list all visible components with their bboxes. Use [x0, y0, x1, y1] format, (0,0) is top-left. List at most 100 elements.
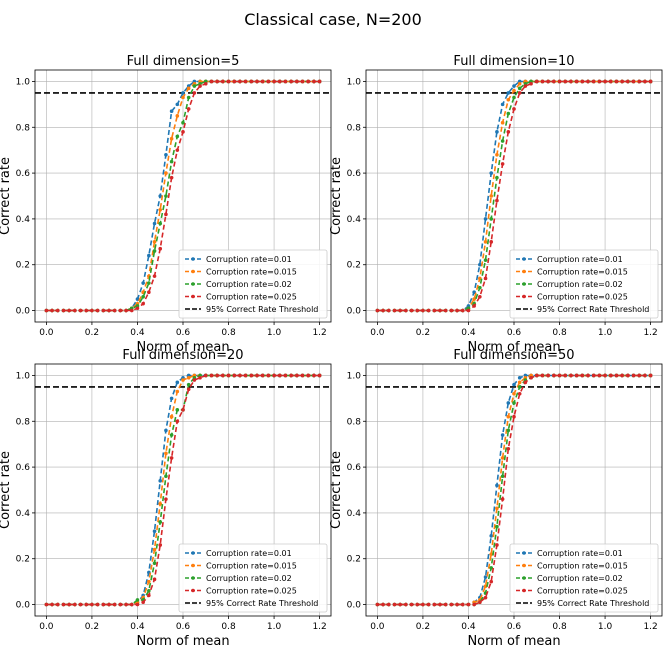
data-point — [186, 375, 191, 380]
data-point — [84, 308, 89, 313]
data-point — [175, 114, 180, 118]
data-point — [614, 79, 619, 84]
y-tick-label: 0.8 — [16, 417, 31, 427]
legend-marker — [191, 269, 195, 274]
data-point — [312, 79, 316, 84]
legend-label: Corruption rate=0.02 — [537, 574, 623, 583]
data-point — [500, 120, 505, 125]
data-point — [44, 308, 49, 313]
data-point — [648, 79, 653, 84]
data-point — [517, 380, 522, 385]
data-point — [472, 602, 476, 607]
legend-marker — [522, 282, 526, 286]
data-point — [517, 385, 522, 389]
data-point — [557, 373, 562, 378]
x-tick-label: 0.2 — [416, 328, 430, 338]
data-point — [175, 102, 180, 107]
data-point — [215, 79, 219, 84]
data-point — [141, 281, 145, 285]
data-point — [398, 602, 402, 607]
x-tick-label: 0.8 — [552, 622, 567, 632]
data-point — [135, 602, 140, 607]
y-tick-label: 0.0 — [347, 307, 362, 317]
panel-dim-10: Full dimension=10 0.0 0.2 0.4 0.6 0.8 1.0 1.2 0.… — [329, 54, 663, 355]
data-point — [421, 308, 425, 313]
data-point — [255, 373, 259, 378]
data-point — [283, 373, 288, 378]
data-point — [221, 79, 225, 84]
x-tick-label: 0.6 — [176, 622, 191, 632]
y-tick-label: 0.4 — [16, 509, 31, 519]
data-point — [455, 308, 459, 313]
data-point — [277, 79, 282, 84]
x-tick-label: 0.6 — [507, 328, 522, 338]
data-point — [181, 120, 185, 125]
legend-marker — [522, 257, 526, 261]
legend-marker — [522, 294, 526, 299]
legend-label: Corruption rate=0.025 — [206, 587, 297, 596]
data-point — [517, 91, 522, 95]
data-point — [147, 281, 151, 285]
data-point — [643, 79, 647, 84]
legend-marker — [522, 269, 526, 274]
legend-marker — [522, 563, 526, 568]
data-point — [483, 595, 488, 600]
data-point — [626, 373, 630, 378]
data-point — [506, 428, 511, 433]
data-point — [289, 373, 293, 378]
data-point — [608, 79, 613, 84]
data-point — [44, 602, 49, 607]
legend-label: Corruption rate=0.02 — [537, 280, 623, 289]
panel-dim-5: Full dimension=5 0.0 0.2 0.4 0.6 0.8 1.0 1.2 0.0… — [0, 54, 332, 355]
data-point — [426, 308, 431, 313]
legend-marker — [191, 294, 195, 299]
data-point — [597, 373, 602, 378]
data-point — [460, 308, 465, 313]
data-point — [574, 79, 579, 84]
data-point — [534, 373, 539, 378]
legend-marker — [191, 563, 195, 568]
data-point — [506, 446, 511, 451]
data-point — [90, 602, 94, 607]
x-tick-label: 0.0 — [370, 622, 385, 632]
x-tick-label: 0.6 — [176, 328, 191, 338]
data-point — [506, 401, 511, 405]
data-point — [221, 373, 225, 378]
y-tick-label: 0.4 — [347, 509, 362, 519]
legend-box — [509, 543, 659, 613]
data-point — [466, 308, 471, 313]
data-point — [95, 602, 100, 607]
data-point — [198, 84, 202, 88]
data-point — [147, 589, 151, 593]
data-point — [506, 91, 511, 95]
data-point — [643, 373, 647, 378]
legend-label: 95% Correct Rate Threshold — [537, 305, 649, 314]
data-point — [495, 152, 499, 157]
data-point — [192, 91, 197, 95]
data-point — [495, 130, 499, 134]
x-tick-label: 0.0 — [370, 328, 385, 338]
data-point — [580, 79, 585, 84]
data-point — [238, 373, 242, 378]
data-point — [500, 497, 505, 501]
data-point — [317, 79, 322, 84]
data-point — [631, 373, 636, 378]
data-point — [512, 382, 516, 387]
data-point — [637, 373, 642, 378]
data-point — [118, 308, 123, 313]
y-tick-label: 1.0 — [347, 77, 362, 87]
axes-frame — [34, 69, 332, 323]
data-point — [483, 240, 488, 244]
data-point — [512, 88, 516, 93]
data-point — [495, 483, 499, 488]
data-point — [169, 136, 174, 141]
legend-label: Corruption rate=0.01 — [206, 549, 292, 558]
data-point — [386, 308, 391, 313]
data-point — [152, 221, 157, 226]
data-point — [512, 391, 516, 396]
data-point — [563, 373, 568, 378]
data-point — [438, 602, 442, 607]
x-tick-label: 1.2 — [643, 622, 657, 632]
data-point — [574, 373, 579, 378]
legend-marker — [191, 588, 195, 593]
